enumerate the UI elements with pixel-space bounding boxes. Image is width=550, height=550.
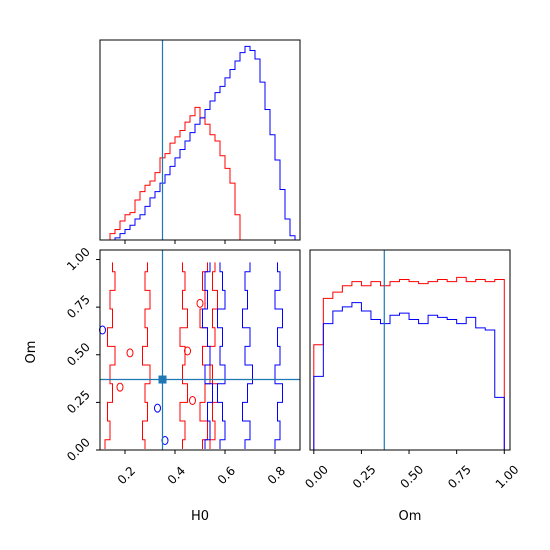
x-axis-label-om: Om [399, 509, 422, 524]
om-xtick-label-4: 1.00 [493, 462, 522, 491]
contour-red-level-0 [104, 262, 116, 450]
h0-histogram-series-blue [110, 45, 296, 241]
contour-island-1 [116, 382, 124, 392]
joint-panel-frame [99, 249, 301, 451]
om-histogram-series-blue [313, 302, 505, 450]
om-marginal-histogram-panel: 0.00 0.25 0.50 0.75 1.00 [302, 249, 522, 491]
contour-blue-level-2 [242, 262, 253, 450]
contour-island-5 [184, 346, 191, 356]
om-histogram-series-red [313, 276, 505, 450]
joint-xtick-label-3: 0.8 [265, 464, 288, 487]
om-xtick-label-2: 0.50 [397, 462, 426, 491]
joint-truth-marker [158, 375, 167, 384]
contour-blue-level-0 [202, 262, 213, 450]
contour-blue-level-1 [217, 262, 226, 450]
om-xtick-label-3: 0.75 [445, 462, 474, 491]
contour-blue-level-3 [274, 262, 283, 450]
contour-red-level-1 [142, 262, 151, 450]
h0-histogram-series-red [109, 106, 295, 241]
joint-xtick-label-2: 0.6 [215, 464, 238, 487]
contour-island-7 [126, 348, 134, 358]
om-xtick-label-1: 0.25 [350, 462, 379, 491]
joint-ytick-label-3: 0.75 [64, 292, 93, 321]
contour-island-6 [196, 298, 204, 308]
x-axis-label-h0: H0 [191, 509, 209, 524]
joint-xtick-label-1: 0.4 [165, 464, 188, 487]
contour-island-4 [189, 395, 196, 405]
joint-ytick-label-4: 1.00 [64, 245, 93, 274]
contour-red-level-2 [179, 262, 188, 450]
joint-xtick-label-0: 0.2 [115, 464, 138, 487]
y-axis-label-om: Om [24, 341, 39, 364]
joint-ytick-label-0: 0.00 [64, 435, 93, 464]
joint-ytick-label-1: 0.25 [64, 388, 93, 417]
h0-om-joint-contour-panel: 0.2 0.4 0.6 0.8 0.00 0.25 0.50 0.75 1.00 [64, 245, 301, 487]
h0-marginal-histogram-panel [99, 39, 301, 244]
contour-island-2 [154, 403, 161, 413]
joint-ytick-label-2: 0.50 [64, 340, 93, 369]
om-histogram-frame [309, 249, 511, 451]
om-xtick-label-0: 0.00 [302, 462, 331, 491]
contour-red-level-4 [209, 262, 218, 450]
h0-histogram-frame [99, 39, 301, 241]
